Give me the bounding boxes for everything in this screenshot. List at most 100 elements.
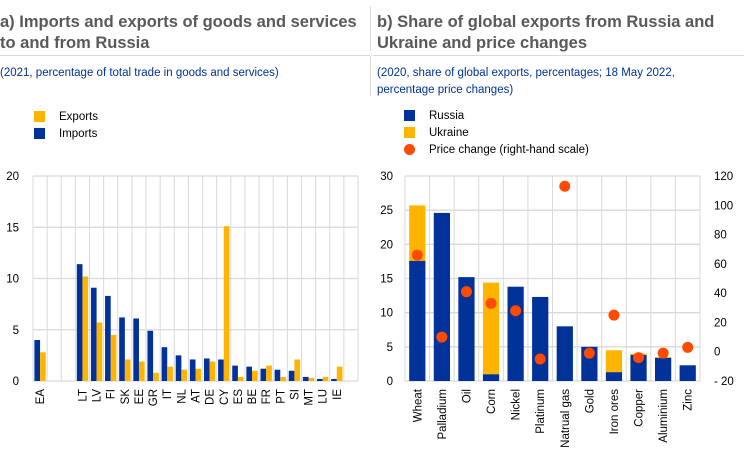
y2-tick-label: 60	[714, 259, 727, 271]
panel-b-legend: Russia Ukraine Price change (right-hand …	[404, 107, 589, 158]
bar-imports-NL	[175, 355, 182, 381]
bar-imports-AT	[189, 359, 196, 381]
imports-swatch-icon	[34, 128, 45, 139]
bar-exports-PT	[280, 376, 286, 381]
bar-imports-LU	[317, 378, 323, 381]
bar-exports-NL	[181, 369, 188, 381]
bar-imports-FR	[260, 368, 267, 381]
y-tick-label: 0	[13, 376, 19, 388]
legend-item-price-change: Price change (right-hand scale)	[404, 141, 589, 158]
bar-exports-FR	[266, 365, 272, 381]
price-change-dot-iron-ores	[608, 309, 620, 321]
x-tick-label: Aluminium	[658, 389, 670, 443]
bar-imports-MT	[302, 376, 309, 381]
y-tick-label: 15	[6, 222, 19, 234]
x-tick-label: Natrual gas	[560, 389, 572, 448]
bar-russia-oil	[458, 277, 475, 381]
bar-exports-GR	[153, 372, 159, 381]
x-tick-label: PT	[275, 389, 287, 404]
bar-russia-platinum	[532, 296, 549, 381]
x-tick-label: Gold	[584, 389, 596, 413]
x-tick-label: NL	[176, 388, 188, 403]
title-line: to and from Russia	[0, 34, 150, 52]
y-tick-label: 20	[6, 171, 19, 183]
x-tick-label: LT	[77, 389, 89, 402]
bar-imports-CY	[218, 359, 224, 381]
x-tick-label: AT	[191, 389, 203, 403]
bar-exports-IT	[167, 366, 173, 381]
panel-divider	[370, 56, 371, 96]
legend-label: Price change (right-hand scale)	[429, 143, 589, 156]
x-tick-label: ES	[233, 389, 245, 405]
legend-item-ukraine: Ukraine	[404, 124, 589, 141]
bar-imports-LT	[76, 264, 83, 381]
bar-exports-AT	[195, 368, 202, 381]
bar-ukraine-corn	[482, 282, 500, 375]
title-divider	[372, 55, 744, 56]
x-tick-label: Wheat	[412, 388, 424, 422]
x-tick-label: Iron ores	[609, 389, 621, 435]
x-tick-label: BE	[247, 389, 259, 405]
x-tick-label: Corn	[486, 389, 498, 414]
bar-exports-CY	[223, 226, 230, 381]
subtitle-line: (2020, share of global exports, percenta…	[377, 67, 675, 79]
bar-imports-LV	[90, 287, 97, 381]
y2-tick-label: 120	[714, 171, 733, 183]
bar-ukraine-iron-ores	[605, 350, 623, 373]
y-tick-label: 0	[387, 376, 393, 388]
x-tick-label: LV	[92, 389, 104, 403]
y-tick-label: 10	[380, 308, 393, 320]
x-tick-label: Zinc	[683, 389, 695, 411]
title-line: a) Imports and exports of goods and serv…	[0, 13, 357, 31]
panel-divider	[370, 6, 371, 51]
panel-a-legend: Exports Imports	[34, 108, 98, 142]
title-line: Ukraine and price changes	[377, 34, 587, 52]
price-change-dot-copper	[633, 352, 645, 364]
x-tick-label: Palladium	[437, 389, 449, 440]
panel-b: b) Share of global exports from Russia a…	[372, 0, 744, 467]
chart-b: 0 5 10 15 20 25 30 - 20 0 20 40 60 80 100 120 Wheat Pall…	[380, 171, 734, 448]
title-line: b) Share of global exports from Russia a…	[377, 13, 715, 31]
price-change-dot-platinum	[534, 353, 546, 365]
bar-russia-zinc	[679, 365, 696, 381]
bar-russia-palladium	[433, 212, 450, 381]
x-tick-label: IE	[332, 389, 344, 400]
x-tick-label: IT	[162, 389, 174, 399]
y-tick-label: 30	[380, 171, 393, 183]
bar-imports-FI	[105, 295, 111, 381]
x-tick-label: EE	[134, 389, 146, 405]
y-tick-label: 15	[380, 274, 393, 286]
legend-item-russia: Russia	[404, 107, 589, 124]
price-change-dot-palladium	[436, 331, 448, 343]
panel-b-subtitle: (2020, share of global exports, percenta…	[377, 65, 675, 99]
y2-tick-label: 40	[714, 288, 727, 300]
x-tick-label: MT	[304, 389, 316, 406]
x-tick-label: SK	[120, 389, 132, 405]
price-change-dot-oil	[460, 286, 472, 298]
bar-imports-IE	[331, 378, 337, 381]
y-tick-label: 20	[380, 239, 393, 251]
price-change-dot-gold	[583, 347, 595, 359]
legend-label: Exports	[59, 110, 98, 123]
bar-russia-copper	[630, 355, 647, 381]
x-tick-label: LU	[318, 389, 330, 404]
chart-a: 0 5 10 15 20 EA LT LV FI SK EE GR IT NL AT DE CY ES BE FR PT…	[6, 171, 359, 406]
bar-exports-DE	[209, 361, 216, 381]
x-tick-label: EA	[35, 389, 47, 405]
bar-russia-corn	[482, 374, 500, 381]
price-change-dot-natrual-gas	[559, 180, 571, 192]
bar-exports-EE	[138, 361, 145, 381]
x-tick-label: Copper	[634, 389, 646, 427]
legend-label: Imports	[59, 127, 98, 140]
bar-imports-BE	[246, 366, 253, 381]
x-tick-label: Nickel	[511, 389, 523, 420]
bar-exports-MT	[308, 377, 315, 381]
x-tick-label: Platinum	[535, 389, 547, 434]
y2-tick-label: 100	[714, 200, 733, 212]
panel-a: a) Imports and exports of goods and serv…	[0, 0, 370, 467]
bar-exports-IE	[336, 366, 343, 381]
price-change-dot-aluminium	[657, 347, 669, 359]
bar-imports-SI	[288, 370, 295, 381]
exports-swatch-icon	[34, 111, 45, 122]
bar-exports-EA	[40, 352, 46, 381]
